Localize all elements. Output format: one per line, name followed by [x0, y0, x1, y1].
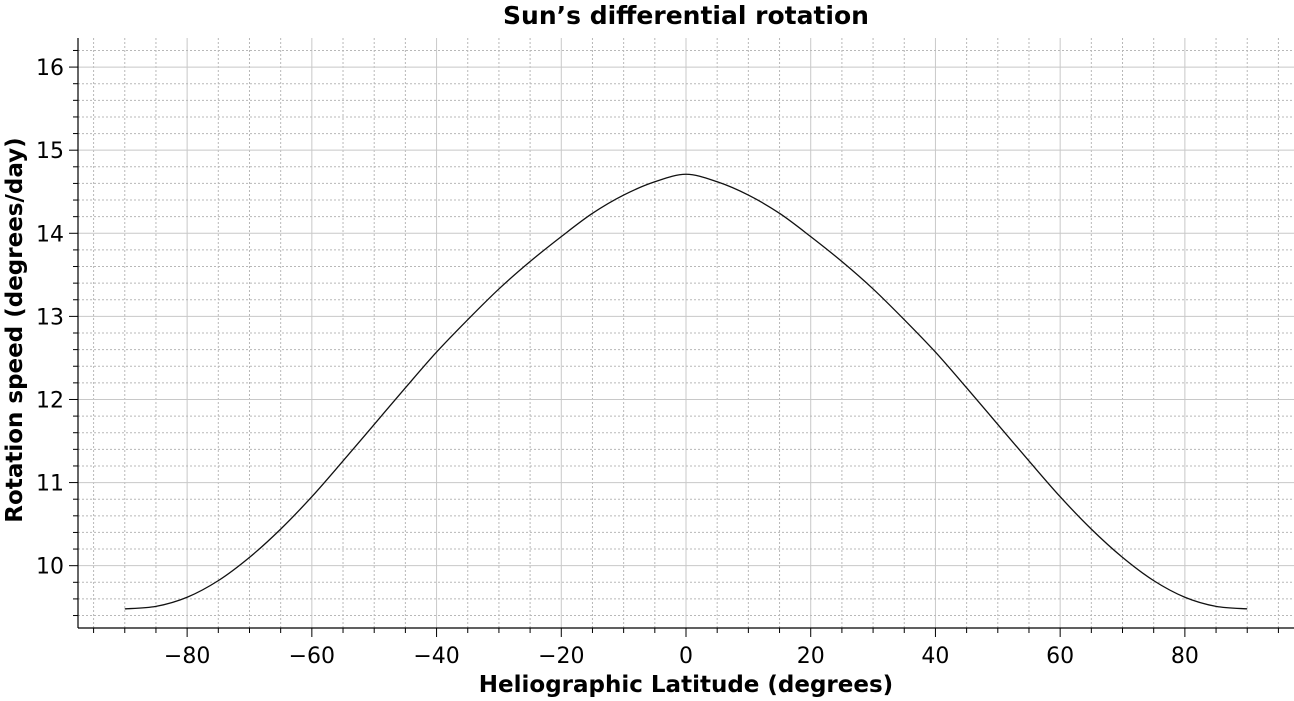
chart-title: Sun’s differential rotation	[503, 1, 869, 30]
grid	[78, 38, 1294, 628]
x-tick-label: 80	[1171, 644, 1199, 669]
y-tick-label: 10	[36, 555, 64, 580]
x-tick-label: 20	[797, 644, 825, 669]
x-tick-label: −40	[413, 644, 459, 669]
x-tick-label: −60	[289, 644, 335, 669]
x-tick-label: −20	[538, 644, 584, 669]
series-line-0	[124, 173, 1248, 610]
y-tick-label: 16	[36, 56, 64, 81]
y-tick-label: 12	[36, 388, 64, 413]
ticks: −80 −60 −40 −20 0 20 40 60 80 10 11 12 13 14 15 16	[36, 49, 1279, 669]
y-axis-label: Rotation speed (degrees/day)	[2, 137, 28, 522]
y-tick-label: 13	[36, 305, 64, 330]
y-tick-label: 14	[36, 222, 64, 247]
x-tick-label: −80	[164, 644, 210, 669]
x-axis-label: Heliographic Latitude (degrees)	[479, 672, 893, 698]
x-tick-label: 0	[679, 644, 693, 669]
y-tick-label: 11	[36, 472, 64, 497]
x-tick-label: 60	[1046, 644, 1074, 669]
x-tick-label: 40	[921, 644, 949, 669]
y-tick-label: 15	[36, 139, 64, 164]
series-layer	[124, 173, 1248, 610]
